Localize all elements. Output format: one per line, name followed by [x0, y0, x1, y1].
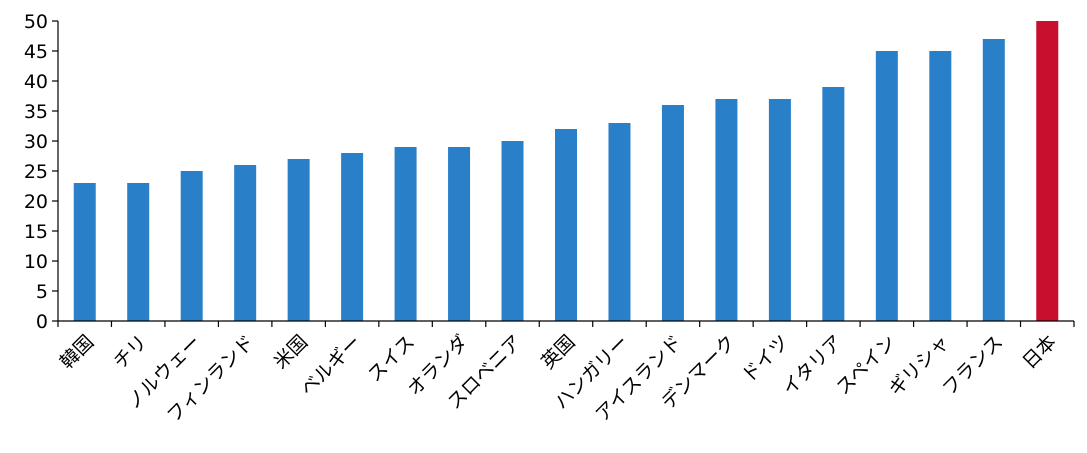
category-label-9: 英国 — [537, 331, 579, 373]
y-tick-label-7: 35 — [24, 101, 48, 123]
bar-0 — [73, 183, 96, 321]
bar-16 — [929, 51, 952, 321]
bar-13 — [768, 99, 791, 321]
category-label-18: 日本 — [1018, 331, 1060, 373]
bar-14 — [822, 87, 845, 321]
y-tick-label-5: 25 — [24, 161, 48, 183]
bar-11 — [661, 105, 684, 321]
y-tick-label-8: 40 — [24, 71, 48, 93]
y-axis: 0 5 10 15 20 25 30 35 40 45 50 — [24, 11, 59, 333]
bar-6 — [394, 147, 417, 321]
bar-5 — [341, 153, 364, 321]
bar-1 — [127, 183, 150, 321]
bar-10 — [608, 123, 631, 321]
bar-2 — [180, 171, 203, 321]
bar-8 — [501, 141, 524, 321]
bar-4 — [287, 159, 310, 321]
y-tick-label-4: 20 — [24, 191, 48, 213]
category-label-1: チリ — [109, 331, 151, 373]
bar-12 — [715, 99, 738, 321]
category-label-0: 韓国 — [56, 331, 98, 373]
y-tick-label-2: 10 — [24, 251, 48, 273]
bar-9 — [555, 129, 577, 321]
bars-group — [73, 21, 1059, 321]
bar-17 — [982, 39, 1005, 321]
y-tick-label-6: 30 — [24, 131, 48, 153]
y-tick-label-0: 0 — [36, 311, 48, 333]
bar-15 — [875, 51, 898, 321]
y-tick-label-3: 15 — [24, 221, 48, 243]
bar-18 — [1036, 21, 1059, 321]
bar-3 — [234, 165, 257, 321]
y-tick-label-10: 50 — [24, 11, 48, 33]
bar-7 — [448, 147, 471, 321]
y-tick-label-1: 5 — [36, 281, 48, 303]
y-tick-label-9: 45 — [24, 41, 48, 63]
category-label-4: 米国 — [270, 331, 312, 373]
